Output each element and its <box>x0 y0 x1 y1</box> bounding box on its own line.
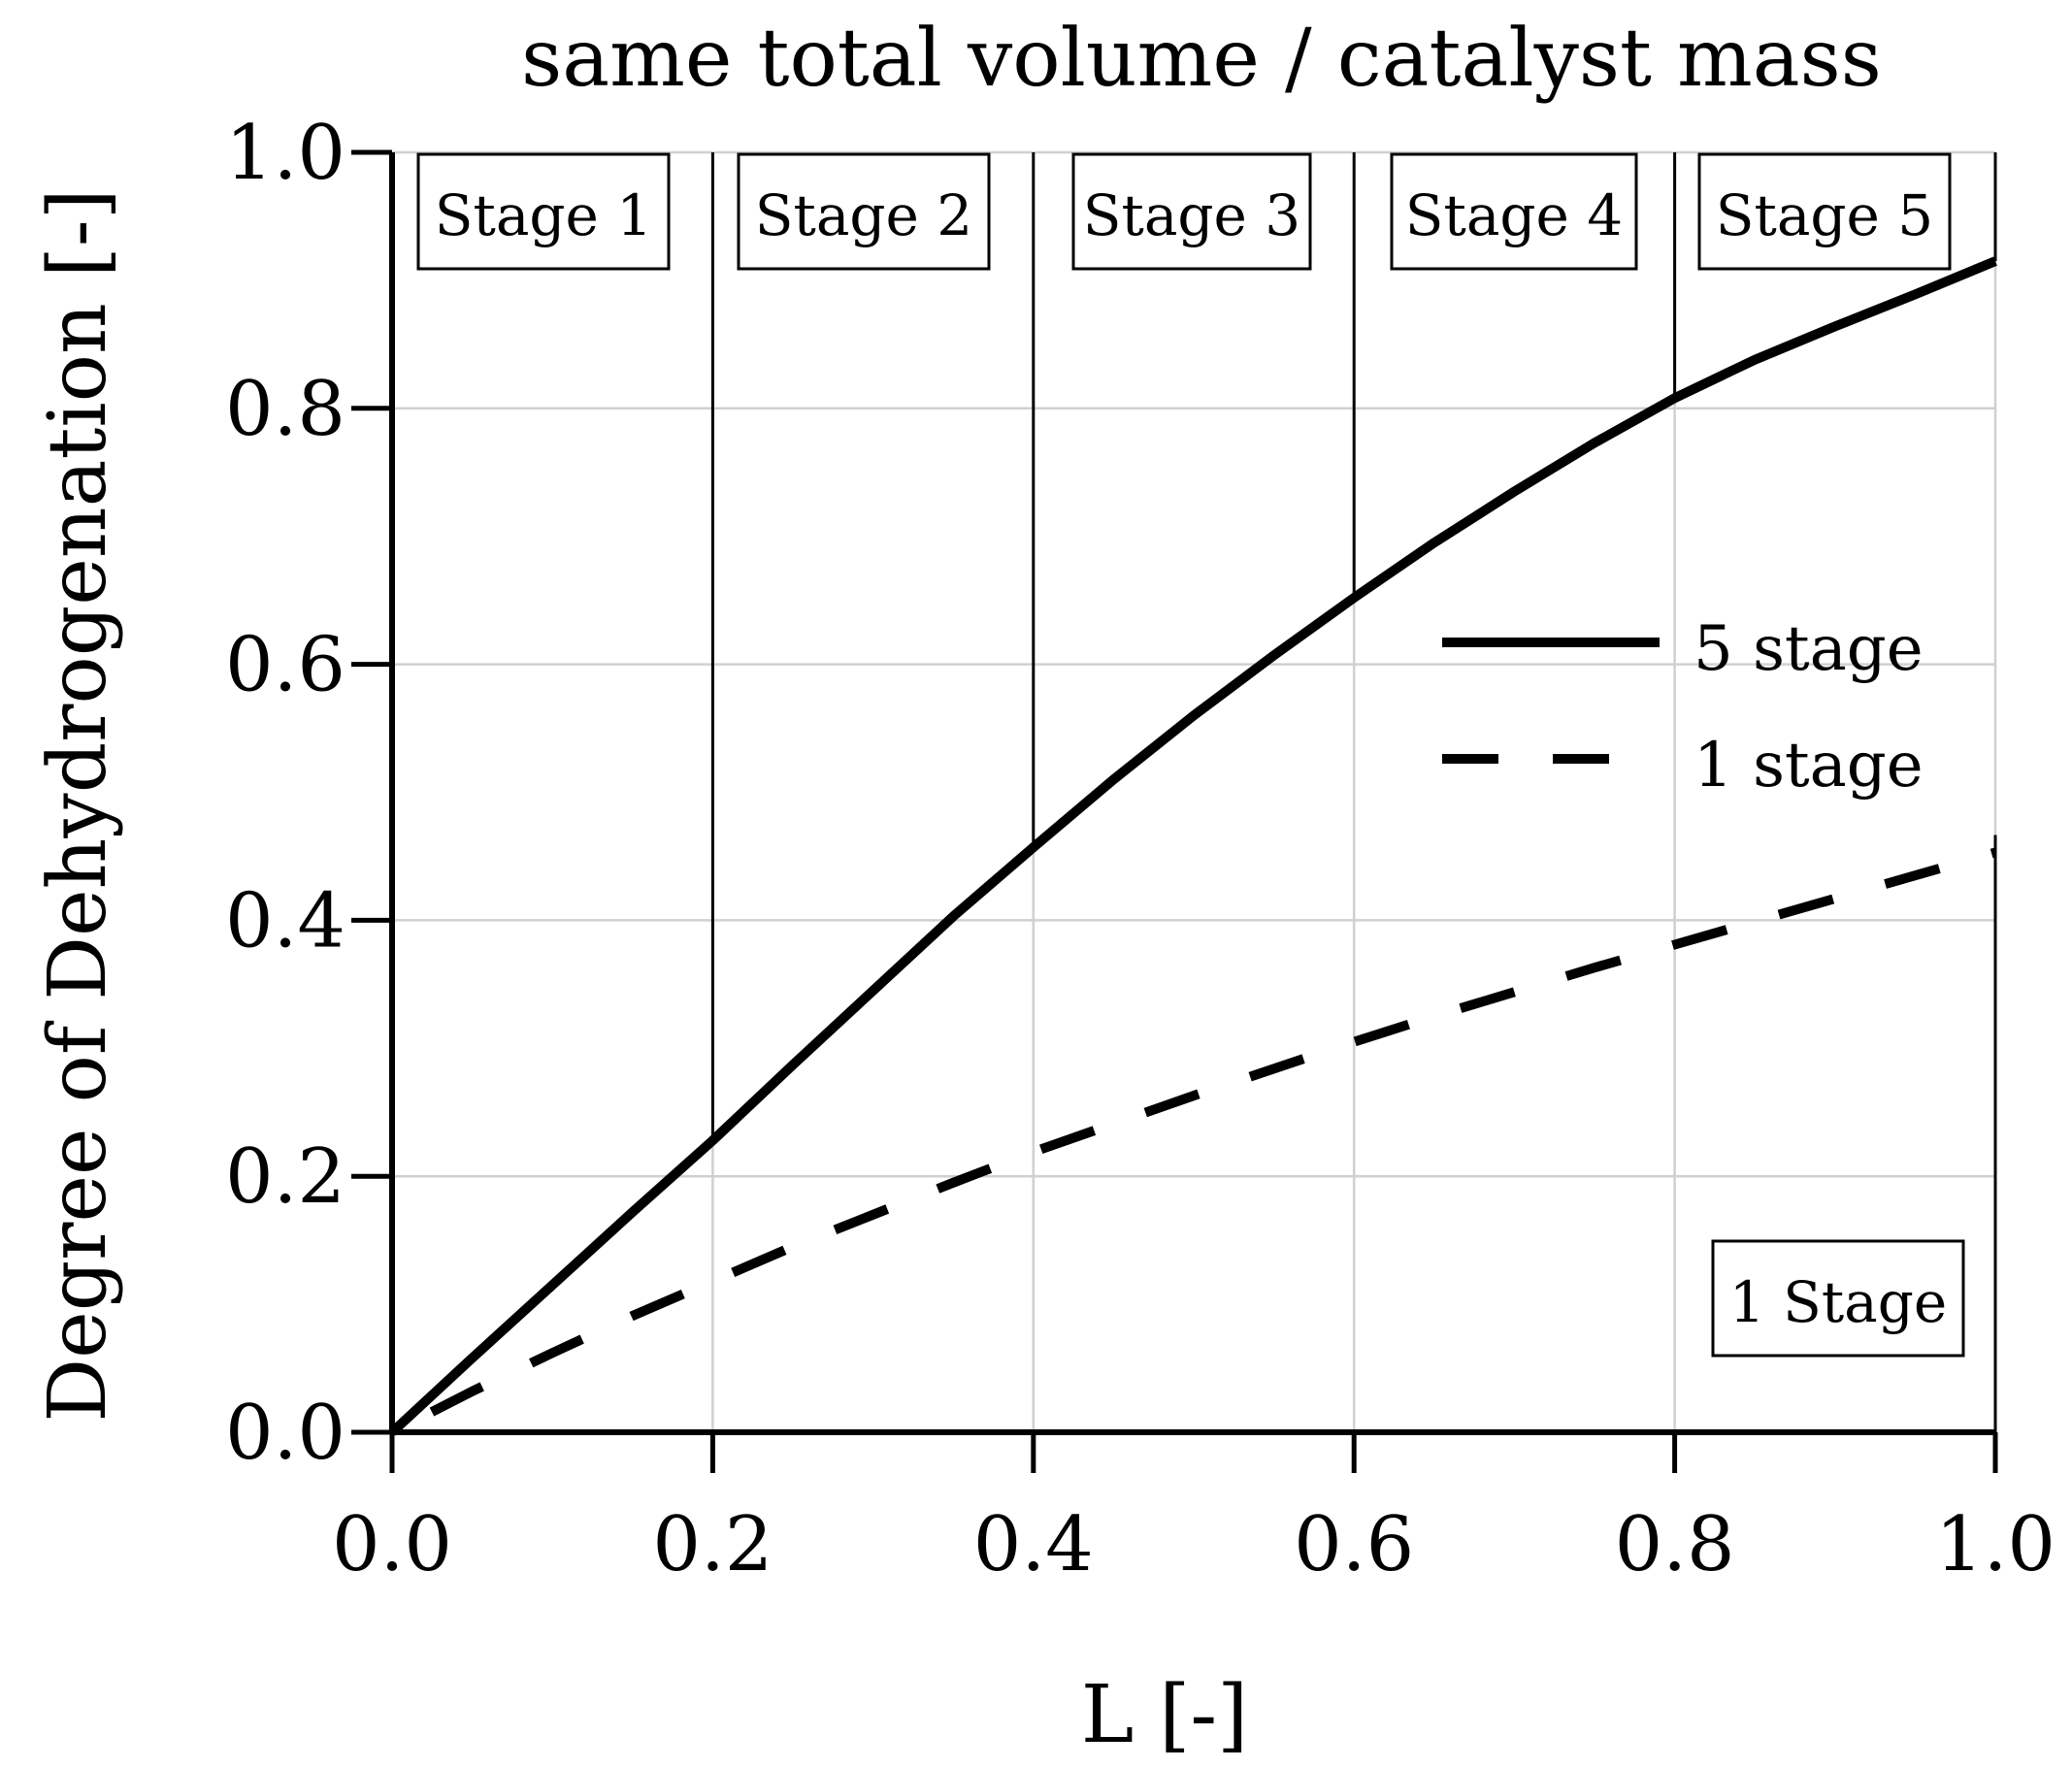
x-tick-label-3: 0.6 <box>1294 1501 1414 1588</box>
x-axis-label: L [-] <box>1081 1669 1248 1761</box>
y-tick-label-0: 0.0 <box>225 1390 345 1477</box>
y-tick-label-2: 0.4 <box>225 877 345 965</box>
y-tick-label-4: 0.8 <box>225 366 345 453</box>
x-tick-label-1: 0.2 <box>652 1501 773 1588</box>
y-tick-label-5: 1.0 <box>225 110 345 197</box>
stage-label-box-1 <box>416 152 671 271</box>
single-stage-label: 1 Stage <box>1729 1269 1947 1335</box>
y-tick-label-3: 0.6 <box>225 622 345 709</box>
stage-label-box-3 <box>1071 152 1312 271</box>
stage-label-5: Stage 5 <box>1716 182 1933 248</box>
x-tick-label-0: 0.0 <box>332 1501 452 1588</box>
stage-label-1: Stage 1 <box>435 182 652 248</box>
legend-label-1-stage: 1 stage <box>1694 730 1924 802</box>
x-tick-label-4: 0.8 <box>1615 1501 1735 1588</box>
single-stage-label-box <box>1711 1239 1965 1358</box>
stage-label-box-4 <box>1390 152 1638 271</box>
y-tick-label-1: 0.2 <box>225 1133 345 1221</box>
annotations: Stage 1 Stage 2 Stage 3 Stage 4 Stage 5 1 Sta… <box>416 152 1965 1358</box>
x-tick-label-5: 1.0 <box>1935 1501 2056 1588</box>
stage-label-2: Stage 2 <box>755 182 972 248</box>
stage-label-box-5 <box>1697 152 1952 271</box>
stage-label-3: Stage 3 <box>1083 182 1300 248</box>
chart-title: same total volume / catalyst mass <box>521 13 1882 105</box>
series-line-1-stage <box>389 847 1997 1437</box>
legend-label-5-stage: 5 stage <box>1694 613 1924 685</box>
series-line-5-stage <box>388 256 1997 1436</box>
y-axis-label: Degree of Dehydrogenation [-] <box>32 188 124 1422</box>
axes: 0.0 0.2 0.4 0.6 0.8 1.0 0.0 0.2 0.4 0.6 0.8 1.0 <box>225 110 2056 1588</box>
stage-dividers <box>710 152 1997 1432</box>
series-lines <box>388 256 1997 1437</box>
x-tick-label-2: 0.4 <box>973 1501 1094 1588</box>
stage-label-box-2 <box>737 152 991 271</box>
stage-label-4: Stage 4 <box>1405 182 1623 248</box>
